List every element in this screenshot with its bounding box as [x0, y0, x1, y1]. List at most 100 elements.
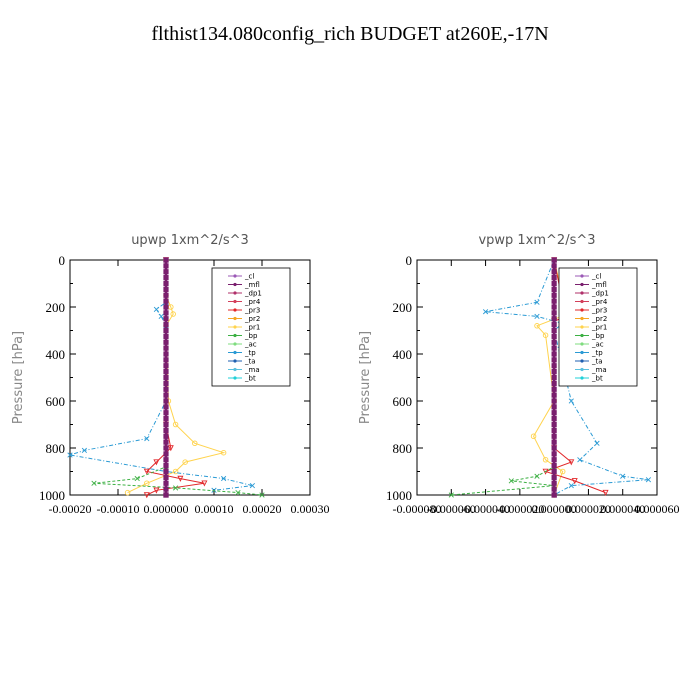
legend-label: _bt: [244, 375, 256, 383]
series-point: [551, 369, 557, 375]
legend-marker: [233, 291, 237, 295]
series-point: [551, 280, 557, 287]
series-point: [163, 463, 169, 469]
legend-marker: [580, 333, 584, 338]
legend-label: _dp1: [591, 290, 609, 298]
series-point: [170, 311, 176, 317]
series-point: [163, 427, 169, 433]
legend-label: _pr1: [244, 324, 260, 332]
series-point: [67, 452, 73, 458]
legend-marker: [580, 274, 584, 278]
series-pr1: [124, 257, 227, 496]
series-point: [542, 468, 549, 475]
x-tick-label: 0.00030: [291, 502, 330, 516]
series-point: [551, 445, 557, 451]
series-point: [163, 480, 169, 486]
series-point: [620, 473, 626, 479]
y-tick-label: 0: [59, 253, 66, 268]
x-tick-label: 0.00010: [195, 502, 234, 516]
legend-label: _ac: [244, 341, 257, 349]
legend: _cl_mfl_dp1_pr4_pr3_pr2_pr1_bp_ac_tp_ta_…: [211, 267, 291, 387]
legend-marker: [580, 291, 584, 295]
legend-label: _bp: [591, 332, 605, 340]
series-point: [551, 327, 557, 334]
series-point: [551, 492, 557, 498]
series-point: [551, 351, 557, 357]
series-point: [167, 445, 174, 452]
panel-upwp: upwp 1xm^2/s^3 Pressure [hPa] 0 200 400 600 80…: [11, 233, 330, 516]
series-point: [551, 468, 557, 475]
legend-label: _pr2: [591, 315, 607, 323]
legend-label: _ma: [591, 366, 607, 374]
series-point: [163, 257, 169, 263]
series-point: [534, 299, 540, 305]
y-tick-label: 200: [393, 300, 413, 315]
series-point: [551, 374, 557, 381]
series-point: [448, 492, 454, 498]
legend-marker: [233, 308, 237, 312]
panel-vpwp: vpwp 1xm^2/s^3 Pressure [hPa] 0 200 400 600 80…: [358, 233, 680, 516]
legend-marker: [580, 299, 584, 304]
series-point: [551, 410, 557, 416]
series-point: [163, 351, 169, 357]
series-point: [163, 286, 169, 292]
legend-marker: [233, 333, 237, 338]
series-point: [551, 480, 557, 486]
series-mfl: [551, 257, 557, 498]
series-point: [153, 459, 160, 466]
series-point: [551, 474, 557, 480]
series-point: [542, 457, 549, 463]
series-point: [144, 480, 150, 487]
series-point: [163, 457, 169, 463]
legend-label: _pr2: [244, 315, 260, 323]
series-line: [451, 260, 555, 496]
legend-label: _bt: [591, 375, 603, 383]
series-point: [163, 304, 169, 310]
series-point: [182, 459, 188, 465]
legend-marker: [233, 359, 237, 363]
legend-label: _cl: [244, 273, 254, 281]
series-point: [163, 474, 169, 480]
series-point: [163, 333, 169, 339]
legend-marker: [233, 325, 237, 329]
series-point: [163, 380, 169, 386]
series-point: [134, 475, 140, 482]
y-tick-label: 800: [46, 441, 66, 456]
series-point: [163, 374, 169, 381]
x-tick-label: -0.00010: [97, 502, 140, 516]
series-point: [220, 449, 227, 456]
series-point: [551, 345, 557, 351]
panel-title: upwp 1xm^2/s^3: [131, 233, 249, 248]
legend-marker: [233, 350, 237, 355]
y-tick-label: 400: [393, 347, 413, 362]
series-point: [143, 468, 150, 475]
series-point: [163, 339, 169, 345]
y-axis-label: Pressure [hPa]: [11, 331, 26, 424]
x-tick-label: 0.000020: [566, 502, 611, 516]
legend-marker: [580, 350, 584, 355]
series-point: [551, 310, 557, 316]
series-point: [163, 310, 169, 316]
series-point: [551, 451, 557, 457]
series-point: [192, 440, 198, 447]
series-point: [508, 478, 514, 484]
series-point: [551, 386, 557, 392]
series-point: [568, 482, 574, 489]
y-tick-label: 1000: [39, 488, 65, 503]
x-tick-label: 0.000000: [144, 502, 189, 516]
series-point: [172, 468, 179, 475]
series-point: [551, 286, 557, 292]
series-point: [158, 313, 164, 320]
series-point: [163, 363, 169, 369]
y-tick-label: 200: [46, 300, 66, 315]
series-pr3: [143, 257, 208, 499]
series-point: [551, 304, 557, 310]
series-point: [124, 489, 131, 496]
legend-marker: [580, 316, 584, 321]
series-point: [568, 398, 574, 404]
series-point: [163, 410, 169, 416]
series-point: [163, 468, 169, 475]
x-tick-label: 0.000060: [635, 502, 680, 516]
series-point: [551, 398, 557, 404]
legend-box: [558, 267, 638, 387]
